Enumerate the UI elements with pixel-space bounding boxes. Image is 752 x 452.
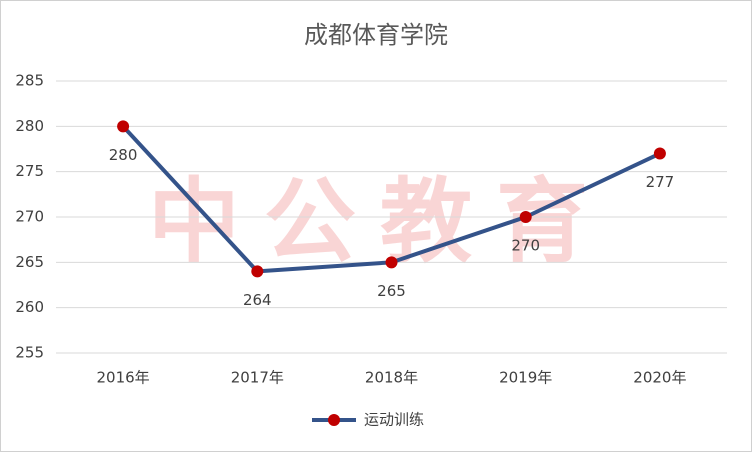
data-label: 280 [109, 146, 138, 164]
x-tick-label: 2016年 [97, 369, 150, 387]
point [653, 147, 666, 160]
x-tick-label: 2017年 [231, 369, 284, 387]
legend-marker [328, 414, 340, 426]
y-tick-label: 270 [15, 208, 44, 226]
y-tick-label: 275 [15, 162, 44, 180]
chart-title: 成都体育学院 [304, 21, 448, 49]
point [251, 265, 264, 278]
data-label: 270 [511, 237, 540, 255]
x-tick-label: 2020年 [633, 369, 686, 387]
y-tick-label: 280 [15, 117, 44, 135]
point [117, 120, 130, 133]
legend-label: 运动训练 [364, 411, 424, 429]
x-tick-label: 2018年 [365, 369, 418, 387]
y-tick-label: 260 [15, 298, 44, 316]
data-label: 264 [243, 291, 272, 309]
y-tick-label: 255 [15, 344, 44, 362]
data-label: 265 [377, 282, 406, 300]
y-tick-label: 285 [15, 72, 44, 90]
point [385, 256, 398, 269]
data-label: 277 [646, 173, 675, 191]
y-tick-label: 265 [15, 253, 44, 271]
watermark: 中公教育 [148, 168, 612, 275]
point [519, 211, 532, 223]
x-tick-label: 2019年 [499, 369, 552, 387]
